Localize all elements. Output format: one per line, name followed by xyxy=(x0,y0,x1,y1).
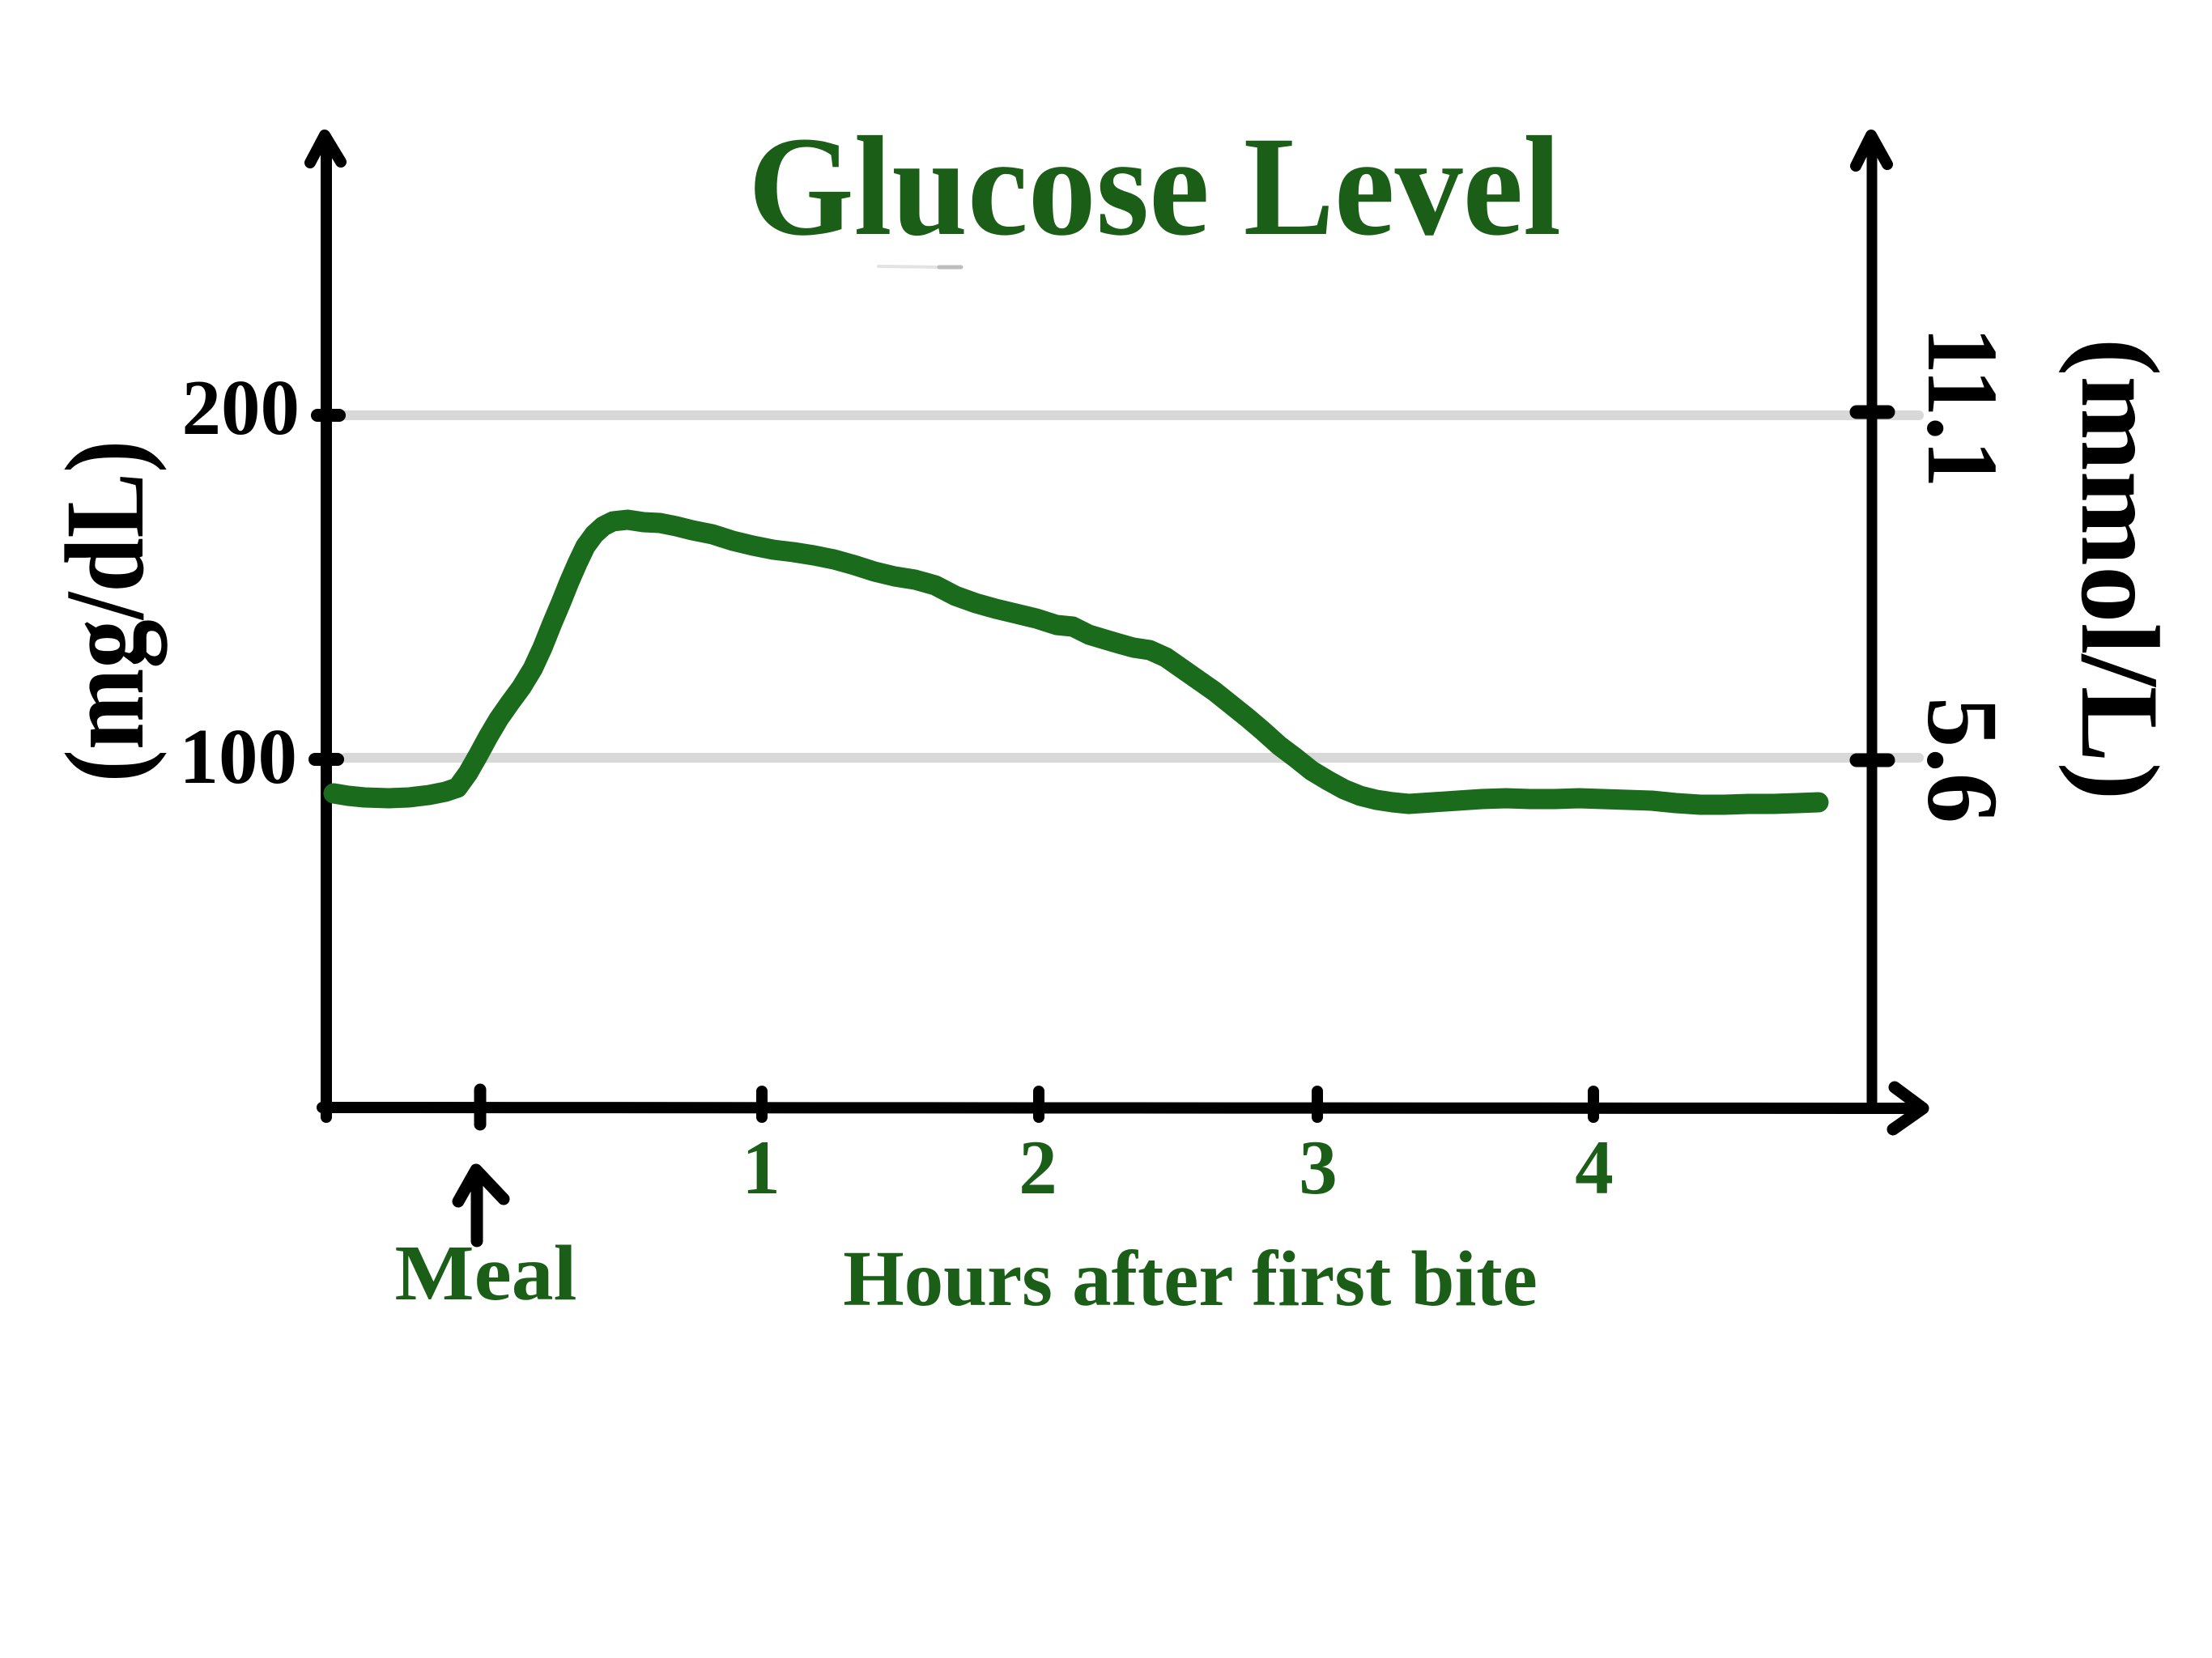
svg-text:(mg/dL): (mg/dL) xyxy=(43,440,168,783)
svg-text:1: 1 xyxy=(742,1124,781,1210)
svg-text:Glucose Level: Glucose Level xyxy=(748,108,1561,266)
svg-text:4: 4 xyxy=(1575,1124,1614,1210)
svg-text:Meal: Meal xyxy=(395,1230,577,1316)
svg-text:100: 100 xyxy=(180,713,298,800)
svg-text:200: 200 xyxy=(182,364,300,451)
svg-text:(mmol/L): (mmol/L) xyxy=(2058,338,2182,801)
svg-text:Hours after first bite: Hours after first bite xyxy=(843,1235,1538,1322)
svg-text:11.1: 11.1 xyxy=(1906,327,2018,488)
svg-text:3: 3 xyxy=(1299,1124,1338,1210)
svg-text:5.6: 5.6 xyxy=(1906,697,2018,823)
svg-text:2: 2 xyxy=(1019,1124,1057,1210)
